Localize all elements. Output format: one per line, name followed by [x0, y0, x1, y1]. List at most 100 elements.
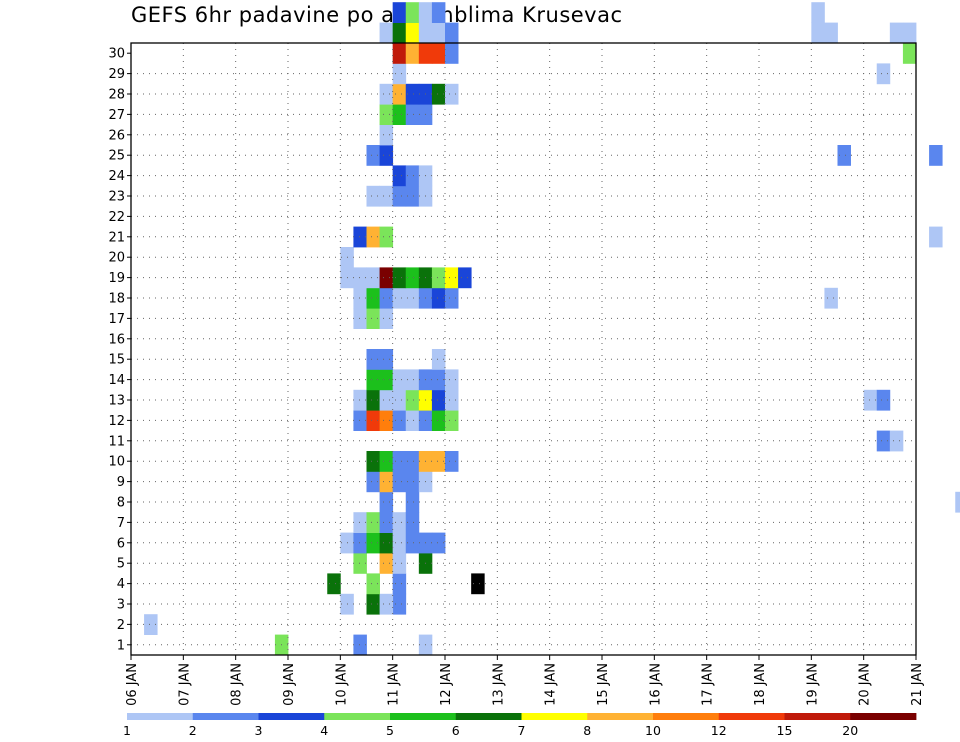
heatmap-cell: [366, 573, 380, 595]
heatmap-cell: [379, 83, 394, 105]
heatmap-cell: [837, 145, 851, 166]
heatmap-cell: [379, 226, 394, 248]
heatmap-cell: [902, 22, 917, 44]
heatmap-cell: [392, 573, 407, 595]
y-tick-label: 3: [117, 598, 125, 613]
heatmap-cell: [392, 63, 407, 85]
heatmap-cell: [431, 83, 446, 105]
heatmap-cell: [902, 43, 917, 64]
heatmap-cell: [366, 389, 380, 411]
heatmap-cell: [445, 369, 459, 391]
y-tick-label: 27: [108, 108, 125, 123]
heatmap-cell: [366, 410, 380, 431]
heatmap-cell: [366, 451, 380, 472]
heatmap-cell: [379, 593, 394, 615]
y-tick-label: 30: [108, 47, 125, 62]
heatmap-cell: [418, 2, 433, 23]
heatmap-cell: [405, 287, 420, 309]
heatmap-cell: [366, 145, 380, 166]
y-tick-label: 19: [108, 271, 125, 286]
heatmap-cell: [379, 124, 394, 146]
heatmap-cell: [431, 287, 446, 309]
heatmap-cell: [366, 226, 380, 248]
plot-frame: [130, 42, 917, 656]
y-tick-label: 17: [108, 312, 125, 327]
y-tick-label: 4: [117, 577, 125, 592]
x-tick-label: 07 JAN: [177, 663, 192, 706]
x-tick-label: 17 JAN: [701, 663, 716, 706]
heatmap-cell: [445, 410, 459, 431]
x-tick-label: 11 JAN: [387, 663, 402, 706]
heatmap-cell: [955, 491, 960, 513]
heatmap-cell: [379, 349, 394, 370]
heatmap-cell: [431, 369, 446, 391]
heatmap-cell: [366, 593, 380, 615]
heatmap-cell: [445, 43, 459, 64]
heatmap-cell: [405, 185, 420, 207]
heatmap-cell: [863, 389, 878, 411]
heatmap-cell: [418, 43, 433, 64]
heatmap-cell: [405, 532, 420, 554]
heatmap-cell: [431, 451, 446, 472]
heatmap-cell: [366, 267, 380, 289]
y-tick-label: 16: [108, 332, 125, 347]
colorbar-label: 1: [123, 723, 131, 738]
colorbar-label: 15: [777, 723, 793, 738]
heatmap-cell: [405, 491, 420, 513]
y-tick-label: 13: [108, 394, 125, 409]
heatmap-cell: [392, 43, 407, 64]
heatmap-cell: [379, 553, 394, 574]
chart-title: GEFS 6hr padavine po ansamblima Krusevac: [131, 3, 623, 27]
heatmap-cell: [366, 287, 380, 309]
colorbar-label: 7: [518, 723, 526, 738]
heatmap-cell: [327, 573, 341, 595]
x-tick-label: 14 JAN: [544, 663, 559, 706]
colorbar-label: 4: [320, 723, 328, 738]
heatmap-cell: [353, 532, 367, 554]
heatmap-cell: [405, 165, 420, 187]
heatmap-cell: [353, 287, 367, 309]
heatmap-cell: [353, 410, 367, 431]
colorbar-swatch: [258, 713, 325, 720]
colorbar-swatch: [850, 713, 917, 720]
heatmap-cell: [824, 22, 838, 44]
y-tick-label: 20: [108, 251, 125, 266]
x-tick-label: 19 JAN: [805, 663, 820, 706]
y-tick-label: 5: [117, 557, 125, 572]
heatmap-cell: [405, 43, 420, 64]
heatmap-cell: [876, 389, 891, 411]
heatmap-cell: [431, 267, 446, 289]
colorbar-swatch: [390, 713, 457, 720]
heatmap-cell: [392, 410, 407, 431]
heatmap-cell: [431, 532, 446, 554]
y-tick-label: 25: [108, 149, 125, 164]
colorbar-label: 6: [452, 723, 460, 738]
heatmap-cell: [366, 369, 380, 391]
heatmap-cell: [379, 369, 394, 391]
heatmap-cell: [392, 104, 407, 125]
heatmap-cell: [405, 369, 420, 391]
colorbar-swatch: [455, 713, 522, 720]
heatmap-cell: [405, 267, 420, 289]
y-tick-label: 14: [108, 373, 125, 388]
heatmap-cell: [379, 451, 394, 472]
x-tick-label: 13 JAN: [491, 663, 506, 706]
heatmap-cell: [353, 267, 367, 289]
heatmap-cell: [929, 145, 943, 166]
heatmap-cell: [392, 389, 407, 411]
heatmap-cell: [431, 43, 446, 64]
x-tick-label: 15 JAN: [596, 663, 611, 706]
heatmap-cell: [431, 349, 446, 370]
heatmap-cell: [392, 532, 407, 554]
colorbar-label: 3: [255, 723, 263, 738]
heatmap-cell: [366, 308, 380, 329]
heatmap-cell: [445, 83, 459, 105]
heatmap-cell: [379, 22, 394, 44]
y-tick-label: 8: [117, 496, 125, 511]
colorbar-label: 8: [583, 723, 591, 738]
heatmap-cell: [379, 185, 394, 207]
y-tick-label: 11: [108, 434, 125, 449]
heatmap-cell: [392, 185, 407, 207]
y-tick-label: 9: [117, 475, 125, 490]
y-tick-label: 12: [108, 414, 125, 429]
